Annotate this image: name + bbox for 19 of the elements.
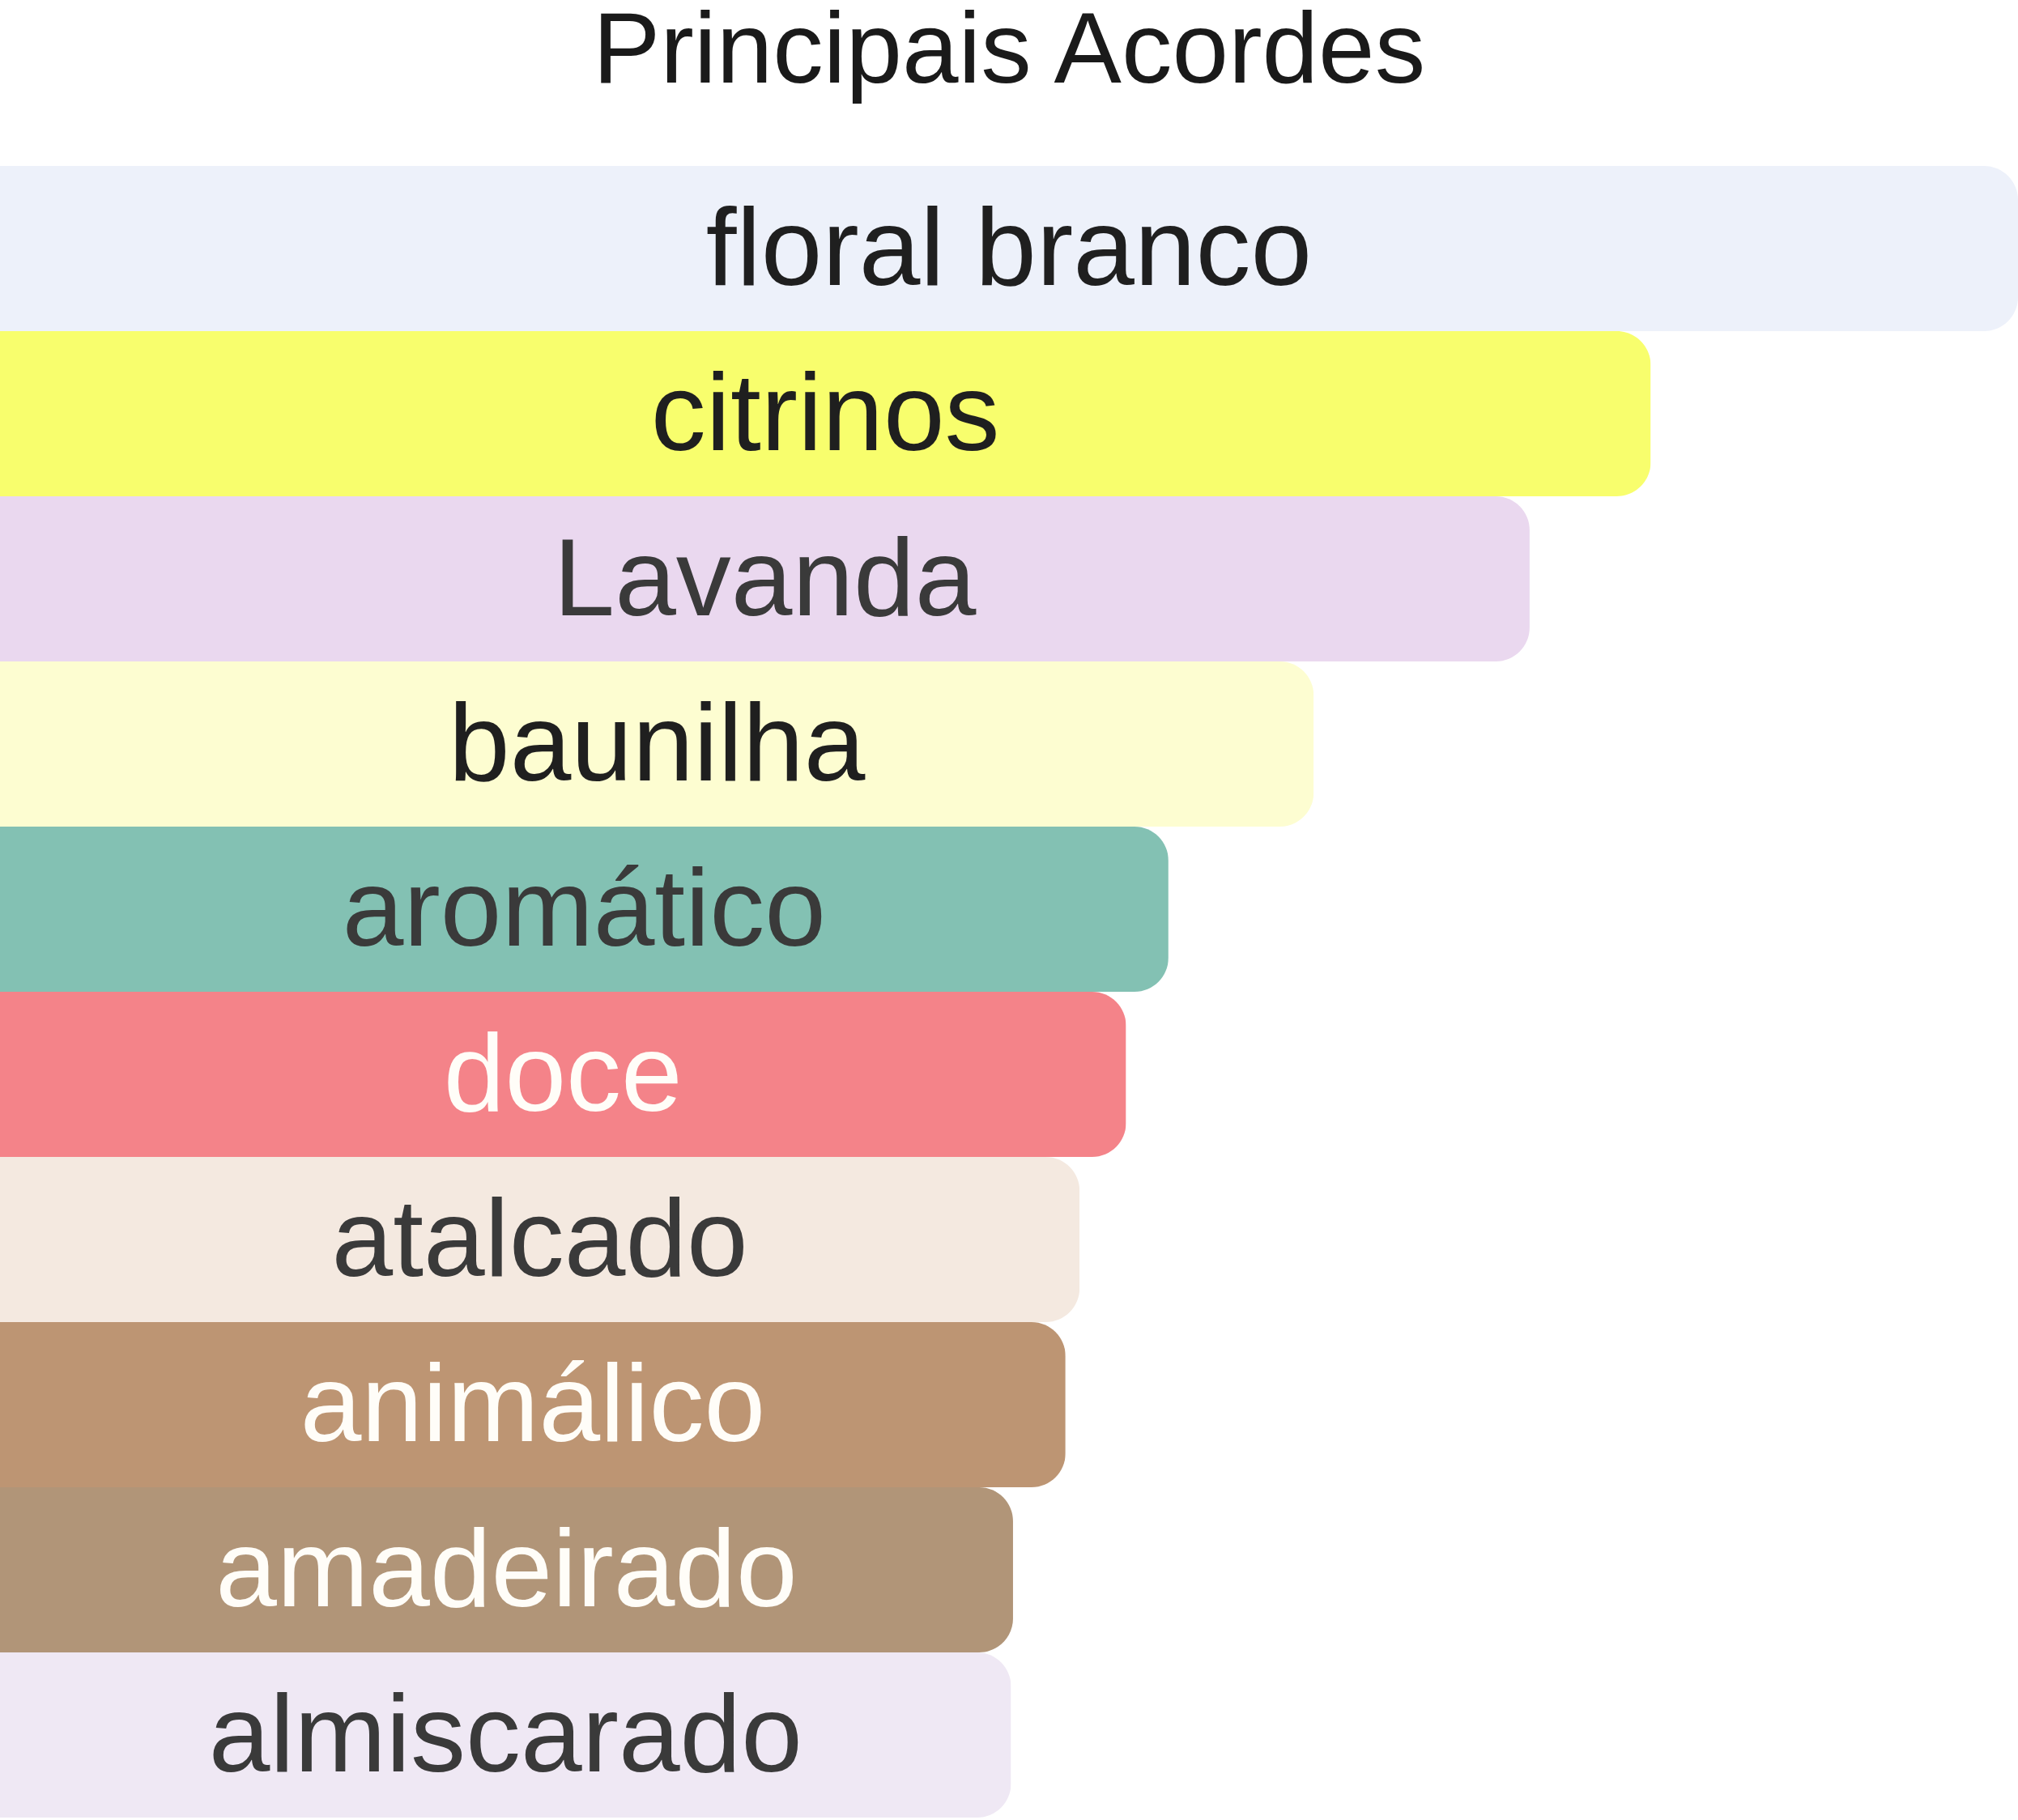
y-tick-label: atalcado (331, 1176, 748, 1299)
y-tick-label: amadeirado (215, 1507, 798, 1630)
y-tick-label: doce (443, 1011, 683, 1134)
bar (0, 1157, 1080, 1322)
y-tick-label: aromático (342, 846, 826, 969)
bar (0, 496, 1530, 661)
chart-title: Principais Acordes (592, 0, 1426, 104)
y-tick-label: citrinos (650, 351, 1000, 474)
bar (0, 827, 1169, 992)
y-tick-label: almiscarado (208, 1672, 803, 1795)
bar (0, 661, 1314, 827)
y-tick-label: baunilha (449, 681, 866, 804)
bar (0, 166, 2018, 331)
bar (0, 331, 1651, 496)
bar (0, 992, 1126, 1157)
y-tick-label: floral branco (705, 185, 1313, 308)
y-tick-label: Lavanda (553, 516, 977, 639)
y-tick-label: animálico (300, 1342, 766, 1465)
bar (0, 1652, 1011, 1818)
